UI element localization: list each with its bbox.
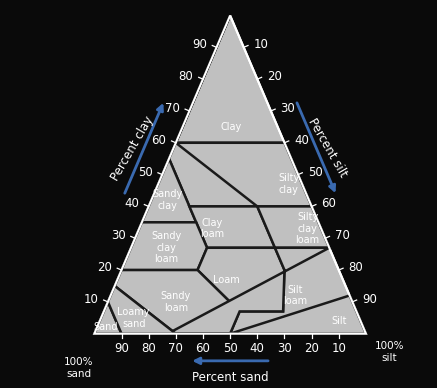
Polygon shape xyxy=(114,270,239,334)
Text: 90: 90 xyxy=(362,293,377,306)
Text: Percent silt: Percent silt xyxy=(306,116,350,180)
Text: Clay: Clay xyxy=(221,122,242,132)
Text: 50: 50 xyxy=(138,166,153,178)
Polygon shape xyxy=(168,248,329,334)
Text: 100%
silt: 100% silt xyxy=(375,341,404,363)
Polygon shape xyxy=(189,206,275,248)
Polygon shape xyxy=(108,286,176,334)
Text: 100%
sand: 100% sand xyxy=(64,357,94,379)
Text: Loamy
sand: Loamy sand xyxy=(118,307,150,329)
Text: 80: 80 xyxy=(179,70,193,83)
Text: 40: 40 xyxy=(294,134,309,147)
Text: 60: 60 xyxy=(151,134,166,147)
Text: 60: 60 xyxy=(195,342,211,355)
Text: Loam: Loam xyxy=(213,275,239,284)
Polygon shape xyxy=(198,248,284,312)
Text: 80: 80 xyxy=(141,342,156,355)
Text: Silty
clay
loam: Silty clay loam xyxy=(295,212,319,245)
Text: 50: 50 xyxy=(308,166,323,178)
Text: 20: 20 xyxy=(304,342,319,355)
Text: 10: 10 xyxy=(83,293,98,306)
Text: Clay
loam: Clay loam xyxy=(201,218,225,239)
Text: 40: 40 xyxy=(124,197,139,210)
Text: 20: 20 xyxy=(267,70,282,83)
Text: Silty
clay: Silty clay xyxy=(278,173,299,195)
Text: 70: 70 xyxy=(168,342,183,355)
Text: 30: 30 xyxy=(277,342,292,355)
Text: Percent clay: Percent clay xyxy=(109,114,156,183)
Text: 90: 90 xyxy=(192,38,207,51)
Polygon shape xyxy=(176,143,312,206)
Polygon shape xyxy=(121,222,207,270)
Text: Sandy
clay
loam: Sandy clay loam xyxy=(151,231,181,264)
Text: 10: 10 xyxy=(253,38,268,51)
Polygon shape xyxy=(142,159,196,222)
Text: 40: 40 xyxy=(250,342,265,355)
Polygon shape xyxy=(94,302,121,334)
Text: 80: 80 xyxy=(348,261,363,274)
Text: 70: 70 xyxy=(335,229,350,242)
Text: 50: 50 xyxy=(223,342,238,355)
Polygon shape xyxy=(94,16,366,334)
Text: Silt: Silt xyxy=(331,316,347,326)
Text: 30: 30 xyxy=(281,102,295,115)
Text: 20: 20 xyxy=(97,261,112,274)
Text: 30: 30 xyxy=(111,229,125,242)
Text: Sand: Sand xyxy=(93,322,118,332)
Text: Percent sand: Percent sand xyxy=(192,371,268,384)
Text: 60: 60 xyxy=(321,197,336,210)
Polygon shape xyxy=(168,296,366,334)
Text: 10: 10 xyxy=(331,342,346,355)
Text: Silt
loam: Silt loam xyxy=(283,285,307,306)
Text: 90: 90 xyxy=(114,342,129,355)
Text: Sandy
loam: Sandy loam xyxy=(161,291,191,313)
Polygon shape xyxy=(169,16,284,206)
Polygon shape xyxy=(257,206,329,248)
Text: 70: 70 xyxy=(165,102,180,115)
Text: Sandy
clay: Sandy clay xyxy=(153,189,183,211)
